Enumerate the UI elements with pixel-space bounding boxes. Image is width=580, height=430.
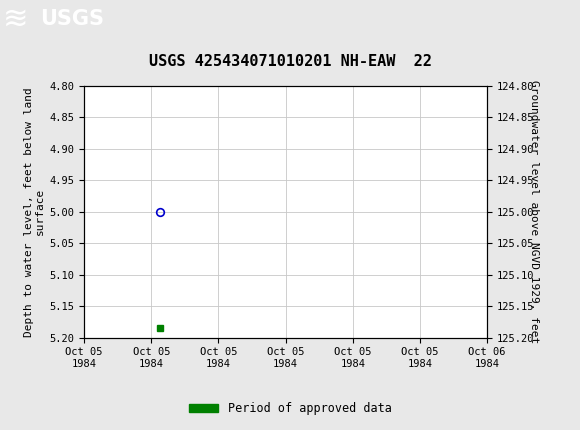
Text: USGS 425434071010201 NH-EAW  22: USGS 425434071010201 NH-EAW 22 <box>148 54 432 69</box>
Text: ≋: ≋ <box>3 5 28 34</box>
Y-axis label: Depth to water level, feet below land
surface: Depth to water level, feet below land su… <box>24 87 45 337</box>
Legend: Period of approved data: Period of approved data <box>184 397 396 420</box>
Text: USGS: USGS <box>41 9 104 29</box>
Y-axis label: Groundwater level above NGVD 1929, feet: Groundwater level above NGVD 1929, feet <box>528 80 539 344</box>
